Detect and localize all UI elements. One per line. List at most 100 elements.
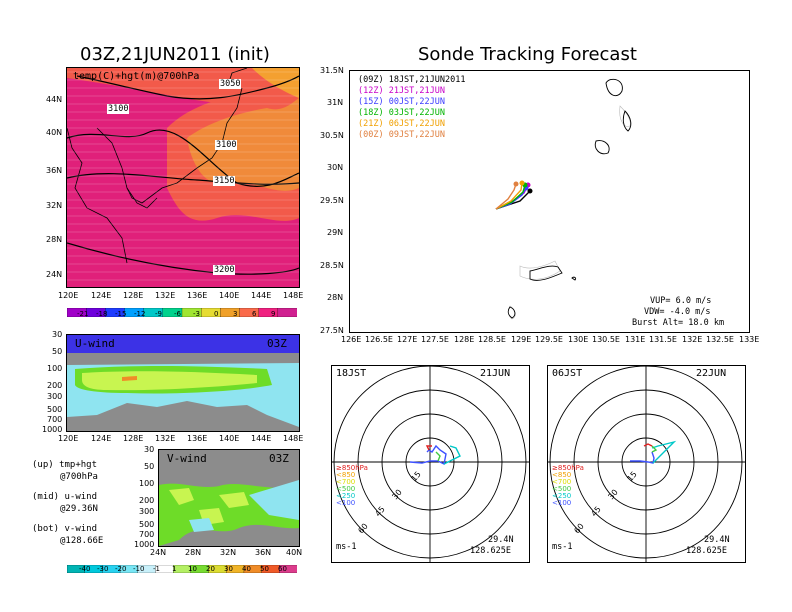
vup-text: VUP= 6.0 m/s xyxy=(650,296,712,306)
p-tick: 500 xyxy=(47,405,63,414)
lat-tick: 30N xyxy=(327,163,344,172)
colorbar-label: -15 xyxy=(115,310,127,318)
lat-tick: 28N xyxy=(327,293,344,302)
lon-tick: 128E xyxy=(123,291,144,300)
lat-tick: 27.5N xyxy=(320,326,344,335)
colorbar-label: 20 xyxy=(206,565,215,573)
wind-colorbar-labels: -40 -30 -20 -10 -1 1 10 20 30 40 50 60 xyxy=(67,565,297,575)
right-title: Sonde Tracking Forecast xyxy=(418,44,637,65)
lat-tick: 29N xyxy=(327,228,344,237)
lat-tick: 44N xyxy=(46,95,63,104)
u-wind-svg xyxy=(67,335,299,427)
level-legend: <100 xyxy=(552,499,572,507)
colorbar-label: 0 xyxy=(214,310,219,318)
lat-tick: 32N xyxy=(46,201,63,210)
level-legend: <850 xyxy=(552,471,572,479)
p-tick: 30 xyxy=(144,445,155,454)
lon-tick: 126.5E xyxy=(365,335,393,344)
lat-tick: 28N xyxy=(46,235,63,244)
temperature-colorbar xyxy=(66,302,298,318)
lat-tick: 32N xyxy=(220,548,237,557)
lon-tick: 132.5E xyxy=(706,335,734,344)
p-tick: 200 xyxy=(139,496,155,505)
p-tick: 1000 xyxy=(134,540,155,549)
note-line: @700hPa xyxy=(60,472,98,482)
lat-tick: 24N xyxy=(150,548,167,557)
v-wind-panel: V-wind 03Z xyxy=(158,449,300,547)
lon-tick: 120E xyxy=(58,291,79,300)
lon-tick: 129.5E xyxy=(535,335,563,344)
p-tick: 50 xyxy=(144,462,155,471)
level-legend: <250 xyxy=(552,492,572,500)
lon-tick: 144E xyxy=(251,291,272,300)
colorbar-label: 6 xyxy=(252,310,257,318)
colorbar-label: -1 xyxy=(153,565,160,573)
colorbar-label: 3 xyxy=(233,310,238,318)
wind-colorbar-svg xyxy=(66,564,298,574)
colorbar-label: -30 xyxy=(97,565,109,573)
colorbar-label: 30 xyxy=(224,565,233,573)
track-endpoint xyxy=(527,188,533,194)
lon-tick: 132E xyxy=(682,335,703,344)
hodograph-unit: ms-1 xyxy=(552,542,573,552)
lon-tick: 129E xyxy=(511,335,532,344)
lat-tick: 28N xyxy=(185,548,202,557)
hodograph-time: 06JST xyxy=(552,368,583,379)
contour-label: 3200 xyxy=(213,265,236,275)
colorbar-label: 1 xyxy=(172,565,177,573)
note-line: @29.36N xyxy=(60,504,98,514)
colorbar-label: -21 xyxy=(77,310,89,318)
hodograph-lon: 128.625E xyxy=(470,546,511,556)
lat-tick: 36N xyxy=(255,548,272,557)
lon-tick: 148E xyxy=(283,291,304,300)
level-legend: <700 xyxy=(552,478,572,486)
track-line xyxy=(495,182,523,210)
hodograph-date: 22JUN xyxy=(696,368,727,379)
level-legend: <500 xyxy=(336,485,356,493)
u-wind-time: 03Z xyxy=(267,337,287,350)
track-endpoint xyxy=(519,180,525,186)
track-legend-item: (15Z) 00JST,22JUN xyxy=(358,97,445,107)
lon-tick: 132E xyxy=(155,291,176,300)
hodograph-svg-1 xyxy=(332,366,529,562)
hodograph-lat: 29.4N xyxy=(488,535,514,545)
lon-tick: 136E xyxy=(187,434,208,443)
vdw-text: VDW= -4.0 m/s xyxy=(644,307,711,317)
colorbar-label: -40 xyxy=(79,565,91,573)
track-line xyxy=(495,183,517,210)
lon-tick: 128E xyxy=(123,434,144,443)
lon-tick: 124E xyxy=(91,291,112,300)
lon-tick: 140E xyxy=(219,291,240,300)
lon-tick: 132E xyxy=(155,434,176,443)
lon-tick: 140E xyxy=(219,434,240,443)
level-legend: <700 xyxy=(336,478,356,486)
track-legend-item: (00Z) 09JST,22JUN xyxy=(358,130,445,140)
hodograph-svg-2 xyxy=(548,366,745,562)
note-line: @128.66E xyxy=(60,536,104,546)
contour-label: 3100 xyxy=(107,104,130,114)
contour-label: 3050 xyxy=(219,79,242,89)
lon-tick: 133E xyxy=(739,335,760,344)
temperature-map: temp(C)+hgt(m)@700hPa 3050 3100 3100 315… xyxy=(66,67,300,288)
lat-tick: 29.5N xyxy=(320,196,344,205)
lat-tick: 36N xyxy=(46,166,63,175)
colorbar-label: -10 xyxy=(133,565,145,573)
hodograph-time: 18JST xyxy=(336,368,367,379)
level-legend: <850 xyxy=(336,471,356,479)
hodograph-unit: ms-1 xyxy=(336,542,357,552)
track-legend-item: (09Z) 18JST,21JUN2011 xyxy=(358,75,466,85)
track-endpoint xyxy=(513,181,519,187)
wind-colorbar xyxy=(66,558,298,574)
lon-tick: 144E xyxy=(251,434,272,443)
hodograph-panel-2: 06JST 22JUN 15 30 45 60 ≥850hPa <850 <70… xyxy=(547,365,746,563)
track-map-svg xyxy=(495,78,632,320)
lat-tick: 31.5N xyxy=(320,66,344,75)
v-wind-svg xyxy=(159,480,299,546)
lat-tick: 31N xyxy=(327,98,344,107)
p-tick: 700 xyxy=(47,415,63,424)
p-tick: 100 xyxy=(139,479,155,488)
note-line: (mid) u-wind xyxy=(32,492,98,502)
p-tick: 200 xyxy=(47,381,63,390)
track-lines xyxy=(495,180,533,210)
track-map: (09Z) 18JST,21JUN2011 (12Z) 21JST,21JUN … xyxy=(349,70,750,333)
